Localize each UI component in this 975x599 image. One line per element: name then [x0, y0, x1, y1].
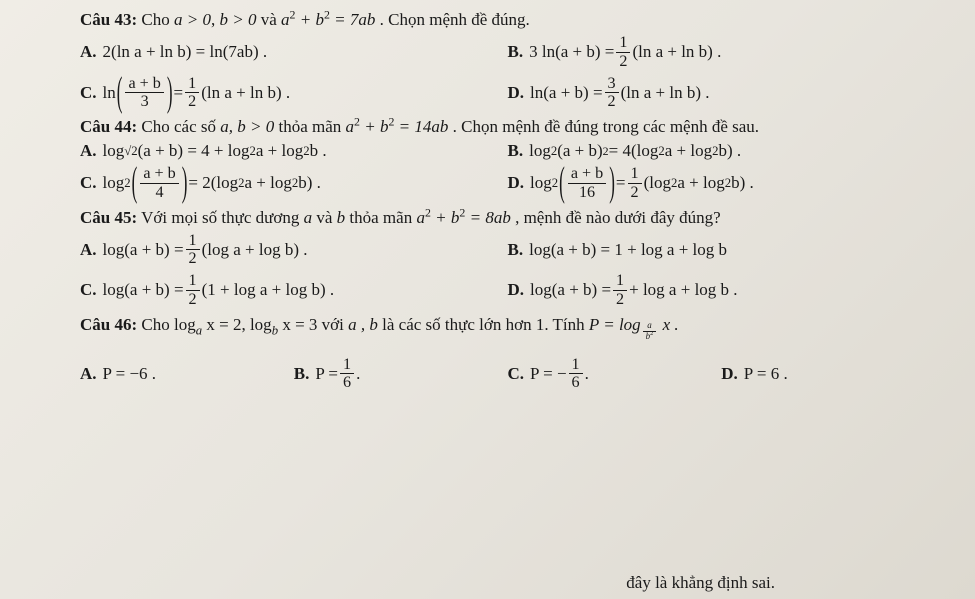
fraction: 12: [185, 75, 199, 112]
q46-stem: Cho loga x = 2, logb x = 3 với a , b là …: [141, 315, 678, 334]
fraction: 32: [605, 75, 619, 112]
exam-page: Câu 43: Cho a > 0, b > 0 và a2 + b2 = 7a…: [0, 0, 975, 599]
question-44: Câu 44: Cho các số a, b > 0 thỏa mãn a2 …: [80, 117, 935, 202]
fraction: ab2: [643, 321, 657, 342]
q46-option-d: D. P = 6 .: [721, 356, 915, 393]
q46-option-c: C. P = − 16 .: [508, 356, 702, 393]
q43-option-d: D. ln(a + b) = 32 (ln a + ln b) .: [508, 75, 916, 112]
question-43: Câu 43: Cho a > 0, b > 0 và a2 + b2 = 7a…: [80, 10, 935, 111]
fraction: 12: [628, 165, 642, 202]
fraction: a + b3: [125, 75, 163, 112]
fraction: 12: [186, 272, 200, 309]
fraction: 12: [613, 272, 627, 309]
q44-options: A. log√2 (a + b) = 4 + log2 a + log2 b .…: [80, 141, 935, 202]
q44-stem: Cho các số a, b > 0 thỏa mãn a2 + b2 = 1…: [141, 117, 759, 136]
q46-title: Câu 46:: [80, 315, 137, 334]
q44-option-d: D. log2 ( a + b16 ) = 12 (log2 a + log2 …: [508, 165, 916, 202]
footer-fragment: đây là khẳng định sai.: [626, 573, 775, 593]
q43-title: Câu 43:: [80, 10, 137, 29]
q46-option-b: B. P = 16 .: [294, 356, 488, 393]
fraction: 12: [616, 34, 630, 71]
q46-option-a: A. P = −6 .: [80, 356, 274, 393]
fraction: a + b16: [568, 165, 606, 202]
question-46: Câu 46: Cho loga x = 2, logb x = 3 với a…: [80, 315, 935, 393]
q43-option-a: A. 2(ln a + ln b) = ln(7ab) .: [80, 34, 488, 71]
q43-options: A. 2(ln a + ln b) = ln(7ab) . B. 3 ln(a …: [80, 34, 935, 111]
q45-option-a: A. log(a + b) = 12 (log a + log b) .: [80, 232, 488, 269]
q43-option-b: B. 3 ln(a + b) = 12 (ln a + ln b) .: [508, 34, 916, 71]
q45-option-d: D. log(a + b) = 12 + log a + log b .: [508, 272, 916, 309]
q45-title: Câu 45:: [80, 208, 137, 227]
q45-option-b: B. log(a + b) = 1 + log a + log b: [508, 232, 916, 269]
fraction: 16: [340, 356, 354, 393]
q44-title: Câu 44:: [80, 117, 137, 136]
q43-stem: Cho a > 0, b > 0 và a2 + b2 = 7ab . Chọn…: [141, 10, 529, 29]
fraction: 16: [569, 356, 583, 393]
q45-options: A. log(a + b) = 12 (log a + log b) . B. …: [80, 232, 935, 309]
fraction: 12: [186, 232, 200, 269]
question-45: Câu 45: Với mọi số thực dương a và b thỏ…: [80, 208, 935, 309]
q44-option-a: A. log√2 (a + b) = 4 + log2 a + log2 b .: [80, 141, 488, 161]
q45-stem: Với mọi số thực dương a và b thỏa mãn a2…: [141, 208, 721, 227]
q43-option-c: C. ln ( a + b3 ) = 12 (ln a + ln b) .: [80, 75, 488, 112]
fraction: a + b4: [140, 165, 178, 202]
q46-options: A. P = −6 . B. P = 16 . C. P = − 16 . D.: [80, 356, 935, 393]
q44-option-c: C. log2 ( a + b4 ) = 2(log2 a + log2 b) …: [80, 165, 488, 202]
q45-option-c: C. log(a + b) = 12 (1 + log a + log b) .: [80, 272, 488, 309]
q44-option-b: B. log2 (a + b)2 = 4(log2 a + log2 b) .: [508, 141, 916, 161]
